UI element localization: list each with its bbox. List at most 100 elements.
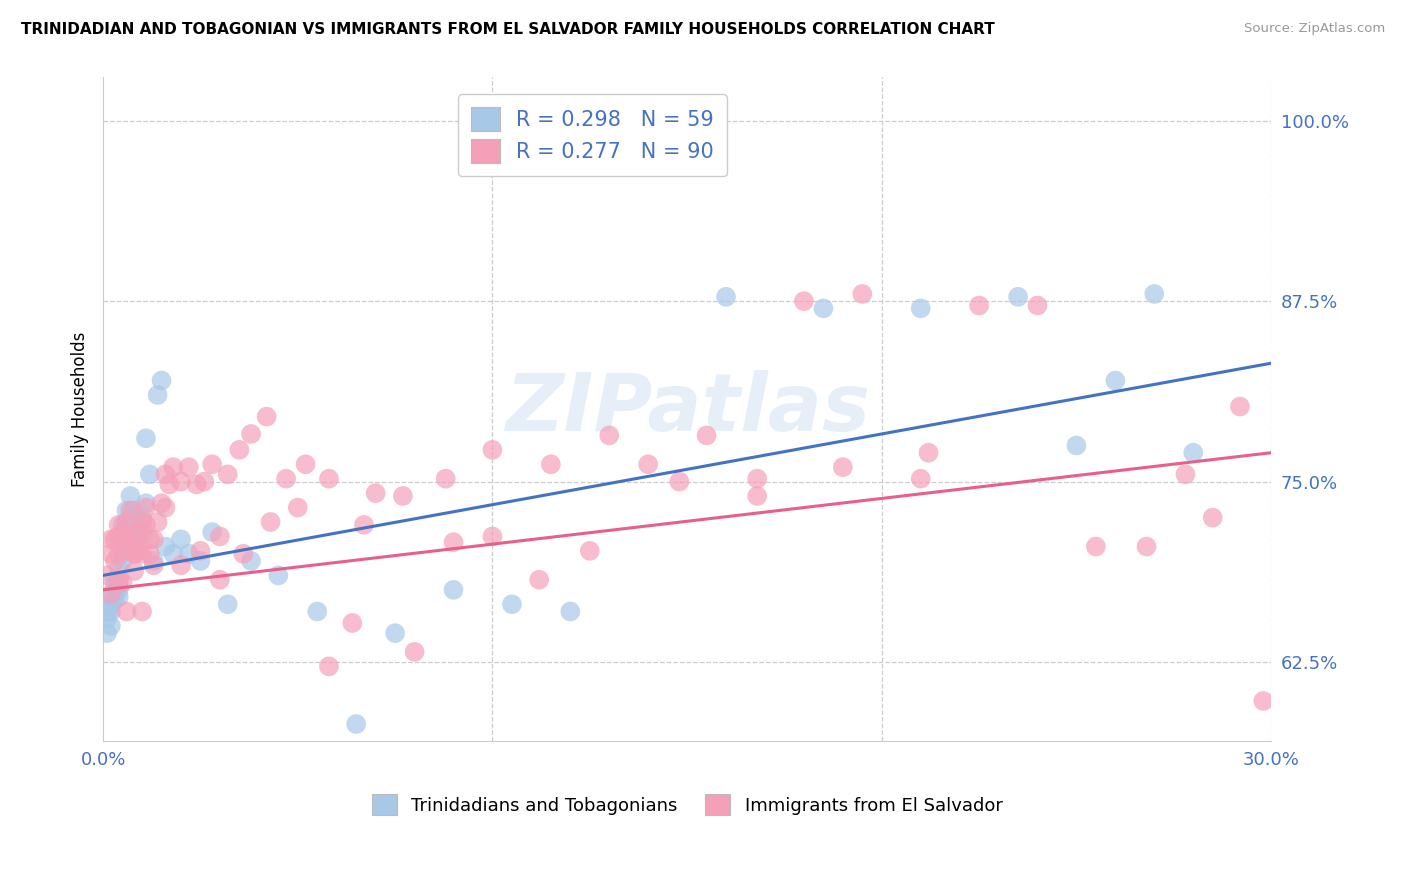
- Point: [1135, 540, 1157, 554]
- Point: [560, 605, 582, 619]
- Point: [131, 605, 153, 619]
- Point: [578, 544, 600, 558]
- Point: [1202, 510, 1225, 524]
- Point: [96, 568, 118, 582]
- Point: [115, 529, 138, 543]
- Point: [111, 547, 134, 561]
- Point: [104, 573, 127, 587]
- Point: [240, 554, 263, 568]
- Point: [131, 525, 153, 540]
- Point: [1104, 374, 1126, 388]
- Point: [481, 529, 503, 543]
- Point: [131, 547, 153, 561]
- Y-axis label: Family Households: Family Households: [72, 332, 89, 487]
- Point: [851, 287, 873, 301]
- Point: [115, 515, 138, 529]
- Point: [208, 529, 231, 543]
- Point: [96, 626, 118, 640]
- Point: [598, 428, 620, 442]
- Point: [256, 409, 278, 424]
- Point: [201, 457, 224, 471]
- Point: [115, 525, 138, 540]
- Point: [831, 460, 853, 475]
- Point: [111, 533, 134, 547]
- Point: [100, 533, 122, 547]
- Point: [170, 533, 193, 547]
- Point: [190, 544, 212, 558]
- Point: [139, 533, 162, 547]
- Point: [107, 517, 129, 532]
- Point: [104, 533, 127, 547]
- Point: [217, 597, 239, 611]
- Point: [342, 615, 364, 630]
- Point: [142, 554, 165, 568]
- Point: [100, 547, 122, 561]
- Point: [384, 626, 406, 640]
- Point: [747, 489, 769, 503]
- Point: [344, 717, 367, 731]
- Point: [104, 587, 127, 601]
- Point: [443, 535, 465, 549]
- Point: [155, 500, 177, 515]
- Point: [155, 467, 177, 482]
- Point: [540, 457, 562, 471]
- Point: [107, 561, 129, 575]
- Point: [201, 525, 224, 540]
- Point: [100, 605, 122, 619]
- Point: [527, 573, 550, 587]
- Point: [146, 515, 169, 529]
- Point: [1253, 694, 1275, 708]
- Point: [714, 290, 737, 304]
- Point: [127, 525, 149, 540]
- Legend: Trinidadians and Tobagonians, Immigrants from El Salvador: Trinidadians and Tobagonians, Immigrants…: [364, 787, 1010, 822]
- Point: [1084, 540, 1107, 554]
- Point: [124, 547, 146, 561]
- Point: [107, 575, 129, 590]
- Point: [107, 582, 129, 597]
- Point: [100, 597, 122, 611]
- Point: [392, 489, 415, 503]
- Point: [967, 298, 990, 312]
- Point: [120, 510, 142, 524]
- Point: [107, 573, 129, 587]
- Point: [668, 475, 690, 489]
- Point: [1026, 298, 1049, 312]
- Point: [120, 489, 142, 503]
- Point: [150, 374, 173, 388]
- Point: [135, 517, 157, 532]
- Point: [139, 547, 162, 561]
- Point: [481, 442, 503, 457]
- Point: [135, 496, 157, 510]
- Point: [104, 554, 127, 568]
- Point: [104, 593, 127, 607]
- Point: [404, 645, 426, 659]
- Point: [131, 515, 153, 529]
- Point: [135, 431, 157, 445]
- Point: [124, 533, 146, 547]
- Point: [637, 457, 659, 471]
- Point: [157, 477, 180, 491]
- Point: [208, 573, 231, 587]
- Point: [910, 472, 932, 486]
- Point: [120, 540, 142, 554]
- Point: [917, 446, 939, 460]
- Point: [170, 558, 193, 573]
- Point: [115, 515, 138, 529]
- Point: [318, 659, 340, 673]
- Point: [240, 426, 263, 441]
- Point: [111, 540, 134, 554]
- Point: [193, 475, 215, 489]
- Point: [162, 460, 184, 475]
- Point: [107, 529, 129, 543]
- Point: [96, 605, 118, 619]
- Point: [696, 428, 718, 442]
- Point: [100, 590, 122, 604]
- Point: [127, 533, 149, 547]
- Point: [1174, 467, 1197, 482]
- Point: [1182, 446, 1205, 460]
- Point: [100, 587, 122, 601]
- Point: [135, 500, 157, 515]
- Point: [107, 547, 129, 561]
- Point: [111, 517, 134, 532]
- Point: [217, 467, 239, 482]
